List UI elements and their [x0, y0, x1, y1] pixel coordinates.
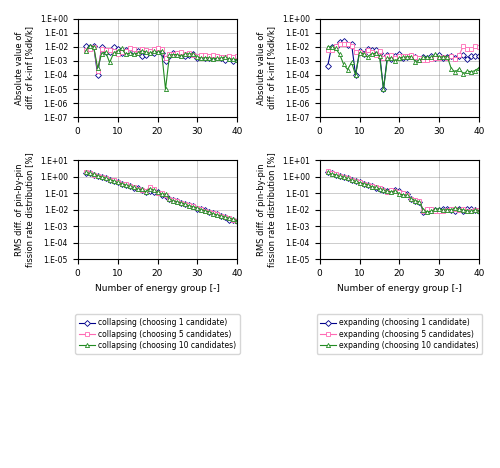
X-axis label: Number of energy group [-]: Number of energy group [-]: [95, 284, 220, 292]
Y-axis label: Absolute value of
diff. of k-inf [%dk/k]: Absolute value of diff. of k-inf [%dk/k]: [15, 26, 34, 110]
Legend: collapsing (choosing 1 candidate), collapsing (choosing 5 candidates), collapsin: collapsing (choosing 1 candidate), colla…: [76, 314, 239, 354]
Y-axis label: RMS diff. of pin-by-pin
fission rate distribution [%]: RMS diff. of pin-by-pin fission rate dis…: [257, 153, 276, 267]
X-axis label: Number of energy group [-]: Number of energy group [-]: [337, 284, 462, 292]
Y-axis label: RMS diff. of pin-by-pin
fission rate distribution [%]: RMS diff. of pin-by-pin fission rate dis…: [15, 153, 34, 267]
Y-axis label: Absolute value of
diff. of k-inf [%dk/k]: Absolute value of diff. of k-inf [%dk/k]: [257, 26, 276, 110]
Legend: expanding (choosing 1 candidate), expanding (choosing 5 candidates), expanding (: expanding (choosing 1 candidate), expand…: [316, 314, 482, 354]
